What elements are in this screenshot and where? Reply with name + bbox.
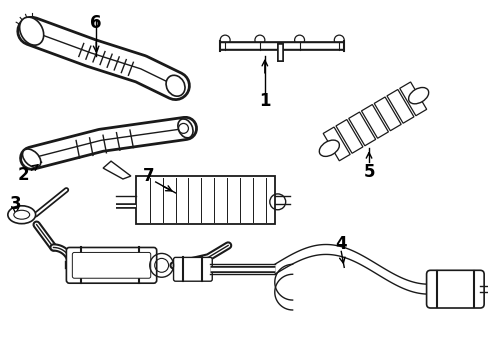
Text: 3: 3	[10, 195, 22, 213]
Text: 4: 4	[336, 235, 347, 253]
Text: 7: 7	[143, 167, 154, 185]
Text: 6: 6	[91, 14, 102, 32]
Polygon shape	[336, 120, 363, 153]
Polygon shape	[103, 161, 131, 179]
Polygon shape	[136, 176, 275, 224]
FancyBboxPatch shape	[173, 257, 212, 281]
Ellipse shape	[409, 87, 429, 104]
Polygon shape	[387, 90, 414, 123]
FancyBboxPatch shape	[73, 252, 151, 278]
Polygon shape	[374, 97, 401, 131]
FancyBboxPatch shape	[427, 270, 484, 308]
Text: 1: 1	[259, 91, 270, 109]
Ellipse shape	[20, 17, 44, 45]
Polygon shape	[362, 104, 389, 138]
Ellipse shape	[178, 119, 193, 138]
FancyBboxPatch shape	[66, 247, 157, 283]
Ellipse shape	[14, 210, 30, 219]
Polygon shape	[349, 112, 376, 146]
Ellipse shape	[8, 206, 36, 224]
Ellipse shape	[166, 75, 185, 96]
Polygon shape	[400, 82, 427, 116]
Text: 5: 5	[363, 163, 375, 181]
Text: 2: 2	[18, 166, 29, 184]
Polygon shape	[323, 127, 350, 161]
Ellipse shape	[23, 149, 41, 167]
Ellipse shape	[319, 140, 340, 156]
